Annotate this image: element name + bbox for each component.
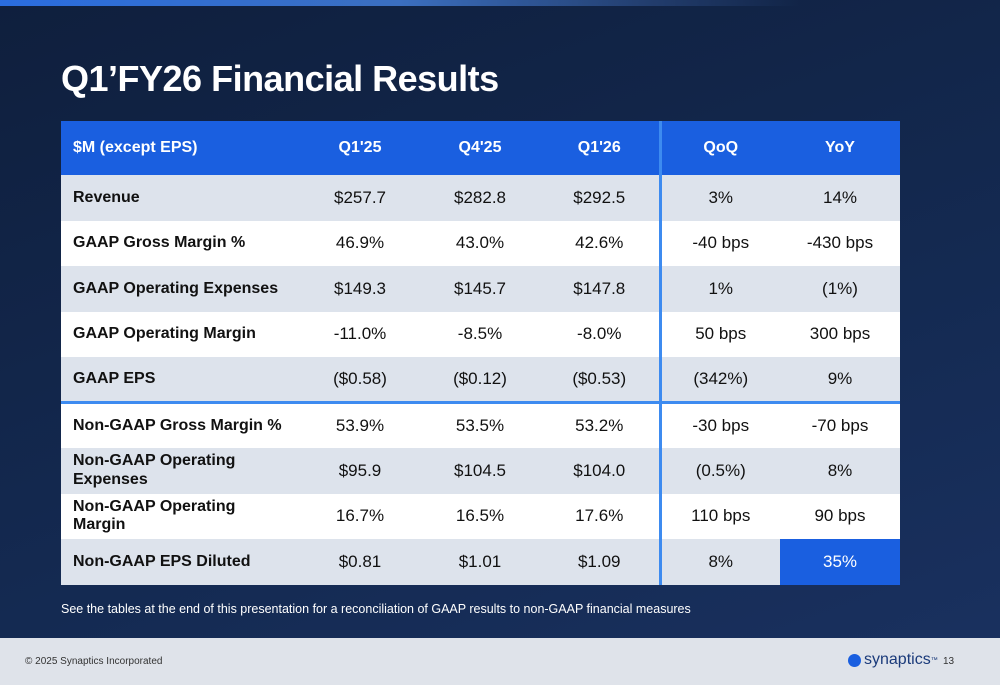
cell: $145.7: [420, 266, 540, 312]
cell: 53.2%: [540, 401, 660, 448]
logo-text: synaptics: [864, 651, 931, 668]
table-row: GAAP EPS ($0.58) ($0.12) ($0.53) (342%) 9%: [61, 357, 900, 403]
cell: 90 bps: [780, 493, 900, 539]
cell: $292.5: [540, 175, 660, 221]
cell: (1%): [780, 266, 900, 312]
cell: 35%: [780, 539, 900, 585]
header-cell: QoQ: [658, 121, 780, 175]
cell: 300 bps: [780, 311, 900, 357]
row-label: GAAP Gross Margin %: [61, 220, 300, 266]
cell: $282.8: [420, 175, 540, 221]
footer: © 2025 Synaptics Incorporated synaptics ™…: [0, 638, 1000, 685]
cell: -8.5%: [420, 311, 540, 357]
logo-mark: ™: [930, 656, 938, 664]
cell: $104.0: [540, 448, 660, 494]
header-cell: Q1'25: [300, 121, 420, 175]
table-row: Non-GAAP Gross Margin % 53.9% 53.5% 53.2% -3…: [61, 401, 900, 448]
cell: 50 bps: [658, 311, 780, 357]
cell: -30 bps: [658, 401, 780, 448]
logo: synaptics ™: [848, 651, 938, 669]
table-row: Revenue $257.7 $282.8 $292.5 3% 14%: [61, 175, 900, 221]
cell: $0.81: [300, 539, 420, 585]
table-row: GAAP Operating Margin -11.0% -8.5% -8.0% 50 …: [61, 311, 900, 357]
cell: 53.5%: [420, 401, 540, 448]
cell: (0.5%): [658, 448, 780, 494]
footnote: See the tables at the end of this presen…: [61, 602, 691, 616]
cell: 16.7%: [300, 493, 420, 539]
table-row: GAAP Operating Expenses $149.3 $145.7 $147.…: [61, 266, 900, 312]
header-row: $M (except EPS) Q1'25 Q4'25 Q1'26 QoQ YoY: [61, 121, 900, 175]
cell: 53.9%: [300, 401, 420, 448]
cell: -40 bps: [658, 220, 780, 266]
cell: 3%: [658, 175, 780, 221]
cell: -8.0%: [540, 311, 660, 357]
cell: (342%): [658, 357, 780, 403]
cell: 16.5%: [420, 493, 540, 539]
cell: $149.3: [300, 266, 420, 312]
cell: -70 bps: [780, 401, 900, 448]
cell: $147.8: [540, 266, 660, 312]
cell: $95.9: [300, 448, 420, 494]
logo-icon: [848, 653, 861, 667]
copyright: © 2025 Synaptics Incorporated: [25, 656, 163, 667]
cell: $257.7: [300, 175, 420, 221]
row-label: Non-GAAP EPS Diluted: [61, 539, 300, 585]
table-row: Non-GAAP Operating Margin 16.7% 16.5% 17.6%…: [61, 493, 900, 539]
cell: 110 bps: [658, 493, 780, 539]
cell: 14%: [780, 175, 900, 221]
header-cell: Q4'25: [420, 121, 540, 175]
row-label: GAAP Operating Margin: [61, 311, 300, 357]
results-table: $M (except EPS) Q1'25 Q4'25 Q1'26 QoQ YoY Rev…: [61, 121, 900, 585]
header-cell: YoY: [780, 121, 900, 175]
row-label: Non-GAAP Operating Margin: [61, 493, 300, 539]
header-cell: $M (except EPS): [61, 121, 300, 175]
table-row: Non-GAAP Operating Expenses $95.9 $104.5 $1…: [61, 448, 900, 494]
cell: ($0.12): [420, 357, 540, 403]
row-label: Non-GAAP Gross Margin %: [61, 401, 300, 448]
table-row: Non-GAAP EPS Diluted $0.81 $1.01 $1.09 8% 35%: [61, 539, 900, 585]
cell: ($0.53): [540, 357, 660, 403]
cell: 46.9%: [300, 220, 420, 266]
cell: 43.0%: [420, 220, 540, 266]
header-cell: Q1'26: [540, 121, 660, 175]
cell: 42.6%: [540, 220, 660, 266]
cell: 1%: [658, 266, 780, 312]
row-label: GAAP EPS: [61, 357, 300, 403]
cell: -430 bps: [780, 220, 900, 266]
top-bar: [0, 0, 1000, 6]
cell: $104.5: [420, 448, 540, 494]
cell: -11.0%: [300, 311, 420, 357]
cell: $1.01: [420, 539, 540, 585]
cell: 8%: [658, 539, 780, 585]
row-label: GAAP Operating Expenses: [61, 266, 300, 312]
row-label: Revenue: [61, 175, 300, 221]
cell: 8%: [780, 448, 900, 494]
cell: $1.09: [540, 539, 660, 585]
table-row: GAAP Gross Margin % 46.9% 43.0% 42.6% -40 bp…: [61, 220, 900, 266]
cell: 17.6%: [540, 493, 660, 539]
page-number: 13: [943, 656, 955, 667]
row-label: Non-GAAP Operating Expenses: [61, 448, 300, 494]
title: Q1’FY26 Financial Results: [61, 58, 499, 99]
cell: 9%: [780, 357, 900, 403]
cell: ($0.58): [300, 357, 420, 403]
